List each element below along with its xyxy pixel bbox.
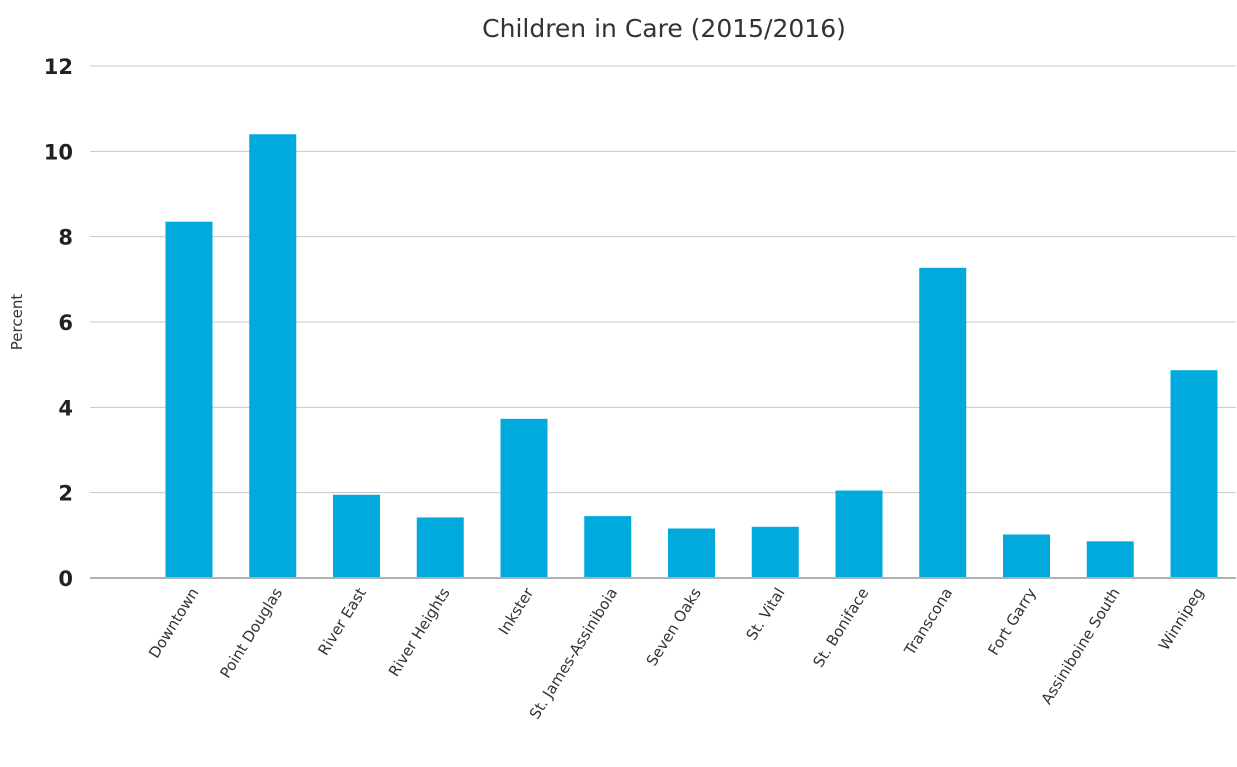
y-tick-label: 12 [44, 55, 73, 79]
bar [1086, 541, 1134, 578]
bar [333, 494, 380, 578]
x-axis-ticks: Downtown Point Douglas River East River Hei… [145, 584, 1207, 722]
x-tick-label: Transcona [900, 585, 956, 660]
bar [1003, 534, 1050, 578]
x-tick-label: Seven Oaks [643, 584, 705, 669]
y-tick-label: 0 [58, 567, 73, 591]
y-tick-label: 6 [58, 311, 73, 335]
y-axis-ticks: 0 2 4 6 8 10 12 [44, 55, 73, 591]
x-tick-label: St. James-Assiniboia [526, 585, 621, 723]
bar [416, 517, 464, 578]
bar [668, 528, 715, 578]
x-tick-label: Fort Garry [984, 584, 1040, 658]
y-axis-label: Percent [8, 294, 26, 351]
x-tick-label: Winnipeg [1155, 585, 1207, 654]
x-tick-label: St. Boniface [809, 585, 872, 671]
x-tick-label: St. Vital [742, 585, 788, 644]
y-tick-label: 4 [58, 396, 73, 420]
bar [751, 526, 799, 578]
x-tick-label: Assiniboine South [1038, 585, 1124, 708]
chart-title: Children in Care (2015/2016) [482, 14, 846, 43]
x-tick-label: Downtown [145, 585, 202, 662]
bar [919, 267, 967, 578]
bar [500, 418, 548, 578]
x-tick-label: Point Douglas [216, 584, 286, 681]
bars [165, 134, 1218, 578]
y-tick-label: 2 [58, 482, 73, 506]
y-tick-label: 10 [44, 140, 73, 164]
bar [1170, 370, 1218, 578]
bar [249, 134, 297, 578]
bar [835, 490, 883, 578]
y-tick-label: 8 [58, 226, 73, 250]
x-tick-label: River Heights [385, 584, 454, 679]
x-tick-label: River East [314, 584, 370, 658]
bar [165, 221, 213, 578]
x-tick-label: Inkster [495, 584, 538, 638]
bar [584, 516, 632, 578]
